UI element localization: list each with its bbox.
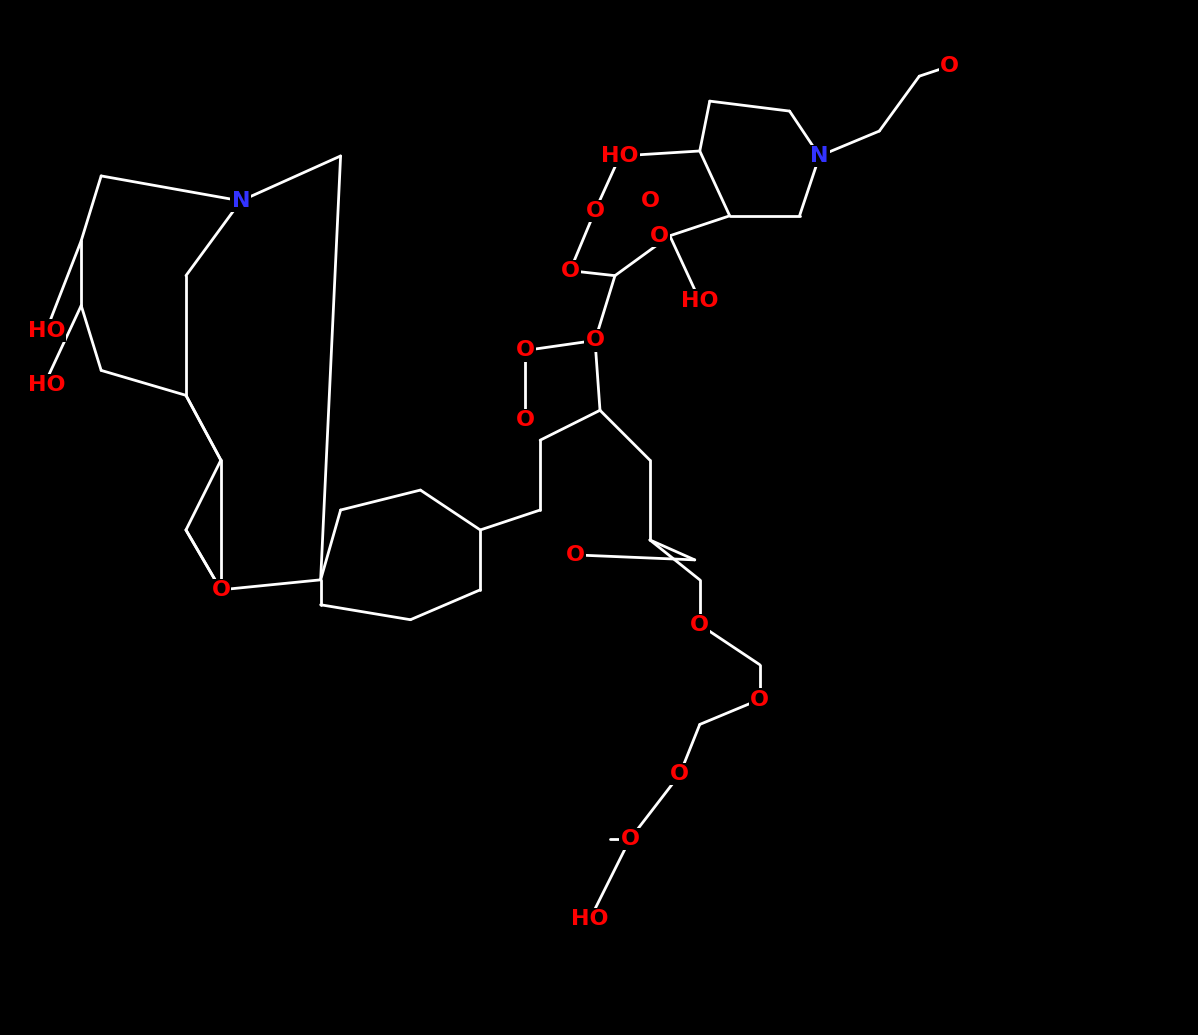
Text: O: O [561,261,580,280]
Text: HO: HO [571,909,609,929]
Text: N: N [231,190,250,211]
Text: O: O [515,341,534,360]
Text: N: N [810,146,829,166]
Text: O: O [750,689,769,710]
Text: O: O [621,829,640,849]
Text: O: O [586,330,605,351]
Text: O: O [641,190,659,211]
Text: O: O [586,201,605,220]
Text: HO: HO [28,321,65,341]
Text: HO: HO [28,376,65,395]
Text: O: O [671,764,689,785]
Text: O: O [939,56,958,77]
Text: O: O [211,580,230,600]
Text: O: O [690,615,709,634]
Text: O: O [651,226,670,245]
Text: HO: HO [680,291,719,310]
Text: HO: HO [601,146,639,166]
Text: O: O [565,544,585,565]
Text: O: O [515,410,534,431]
